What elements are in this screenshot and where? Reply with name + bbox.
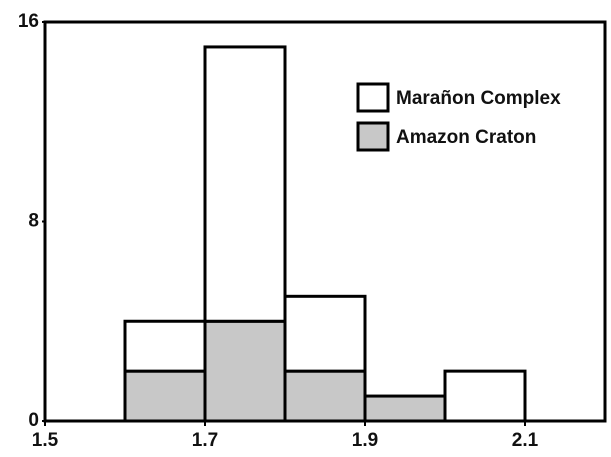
legend-swatch xyxy=(356,82,390,113)
bar xyxy=(203,45,287,323)
legend-label: Amazon Craton xyxy=(396,127,536,148)
bar xyxy=(363,394,447,423)
x-tick-label: 1.7 xyxy=(192,430,218,451)
legend-label: Marañon Complex xyxy=(396,88,561,109)
y-tick-label: 8 xyxy=(28,211,39,232)
bar xyxy=(123,319,207,373)
x-tick-label: 1.5 xyxy=(32,430,59,451)
x-tick-label: 1.9 xyxy=(352,430,378,451)
legend-swatch xyxy=(356,121,390,152)
bar xyxy=(443,369,527,423)
bar xyxy=(123,369,207,423)
bar xyxy=(283,369,367,423)
x-tick-label: 2.1 xyxy=(512,430,539,451)
y-tick-label: 16 xyxy=(18,11,39,32)
y-tick-label: 0 xyxy=(28,410,39,431)
bar xyxy=(283,294,367,373)
plot-frame xyxy=(43,20,607,423)
bar xyxy=(203,319,287,423)
